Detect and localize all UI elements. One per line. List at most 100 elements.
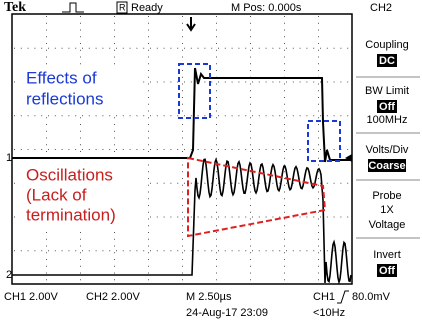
grid-dot — [130, 115, 131, 116]
grid-dot — [198, 149, 199, 150]
annotation: reflections — [26, 89, 103, 108]
grid-dot — [259, 250, 260, 251]
grid-dot — [182, 30, 183, 31]
grid-dot — [284, 90, 285, 91]
grid-dot — [218, 149, 219, 150]
menu-value[interactable]: Off — [379, 101, 395, 113]
grid-dot — [21, 48, 22, 49]
grid-dot — [318, 198, 319, 199]
grid-dot — [216, 273, 217, 274]
grid-dot — [284, 171, 285, 172]
grid-dot — [250, 252, 251, 253]
grid-dot — [157, 82, 158, 83]
grid-dot — [46, 232, 47, 233]
grid-dot — [157, 149, 158, 150]
grid-dot — [148, 50, 149, 51]
grid-dot — [182, 252, 183, 253]
grid-dot — [46, 117, 47, 118]
trigger-source: CH1 — [313, 291, 335, 303]
grid-dot — [164, 183, 165, 184]
menu-label: BW Limit — [365, 85, 409, 97]
grid-dot — [148, 178, 149, 179]
menu-value[interactable]: Off — [379, 265, 395, 277]
grid-dot — [216, 30, 217, 31]
grid-dot — [279, 149, 280, 150]
grid-dot — [252, 183, 253, 184]
grid-dot — [225, 149, 226, 150]
grid-dot — [286, 115, 287, 116]
grid-dot — [182, 90, 183, 91]
grid-dot — [148, 252, 149, 253]
grid-dot — [327, 250, 328, 251]
grid-dot — [293, 250, 294, 251]
status-icon: R — [119, 2, 126, 12]
grid-dot — [198, 48, 199, 49]
grid-dot — [250, 138, 251, 139]
grid-dot — [41, 149, 42, 150]
grid-dot — [250, 158, 251, 159]
grid-dot — [300, 217, 301, 218]
grid-dot — [80, 252, 81, 253]
grid-dot — [62, 48, 63, 49]
grid-dot — [318, 252, 319, 253]
grid-dot — [198, 183, 199, 184]
grid-dot — [250, 57, 251, 58]
grid-dot — [102, 48, 103, 49]
grid-dot — [62, 250, 63, 251]
grid-dot — [284, 198, 285, 199]
grid-dot — [68, 48, 69, 49]
grid-dot — [216, 43, 217, 44]
grid-dot — [216, 192, 217, 193]
grid-dot — [232, 82, 233, 83]
grid-dot — [245, 217, 246, 218]
grid-dot — [21, 250, 22, 251]
grid-dot — [272, 48, 273, 49]
annotation: termination) — [26, 205, 116, 224]
grid-dot — [182, 259, 183, 260]
grid-dot — [318, 43, 319, 44]
menu-line[interactable]: Voltage — [369, 219, 406, 231]
grid-dot — [259, 217, 260, 218]
grid-dot — [250, 144, 251, 145]
grid-dot — [218, 48, 219, 49]
grid-dot — [14, 250, 15, 251]
grid-dot — [320, 149, 321, 150]
grid-dot — [46, 144, 47, 145]
grid-dot — [284, 23, 285, 24]
grid-dot — [250, 219, 251, 220]
grid-dot — [284, 131, 285, 132]
grid-dot — [177, 149, 178, 150]
menu-value[interactable]: DC — [379, 55, 395, 67]
grid-dot — [250, 16, 251, 17]
grid-dot — [313, 115, 314, 116]
grid-dot — [148, 151, 149, 152]
grid-dot — [306, 115, 307, 116]
menu-value[interactable]: Coarse — [368, 160, 405, 172]
grid-dot — [250, 185, 251, 186]
grid-dot — [46, 252, 47, 253]
grid-dot — [148, 124, 149, 125]
grid-dot — [216, 117, 217, 118]
grid-dot — [182, 57, 183, 58]
grid-dot — [55, 149, 56, 150]
grid-dot — [284, 144, 285, 145]
grid-dot — [218, 82, 219, 83]
grid-dot — [250, 97, 251, 98]
grid-dot — [48, 149, 49, 150]
grid-dot — [164, 115, 165, 116]
grid-dot — [46, 266, 47, 267]
grid-dot — [148, 36, 149, 37]
grid-dot — [266, 115, 267, 116]
grid-dot — [318, 30, 319, 31]
grid-dot — [191, 217, 192, 218]
grid-dot — [250, 232, 251, 233]
grid-dot — [204, 250, 205, 251]
grid-dot — [216, 239, 217, 240]
grid-dot — [250, 151, 251, 152]
grid-dot — [266, 48, 267, 49]
grid-dot — [14, 48, 15, 49]
grid-dot — [170, 250, 171, 251]
grid-dot — [82, 250, 83, 251]
grid-dot — [318, 90, 319, 91]
grid-dot — [96, 250, 97, 251]
